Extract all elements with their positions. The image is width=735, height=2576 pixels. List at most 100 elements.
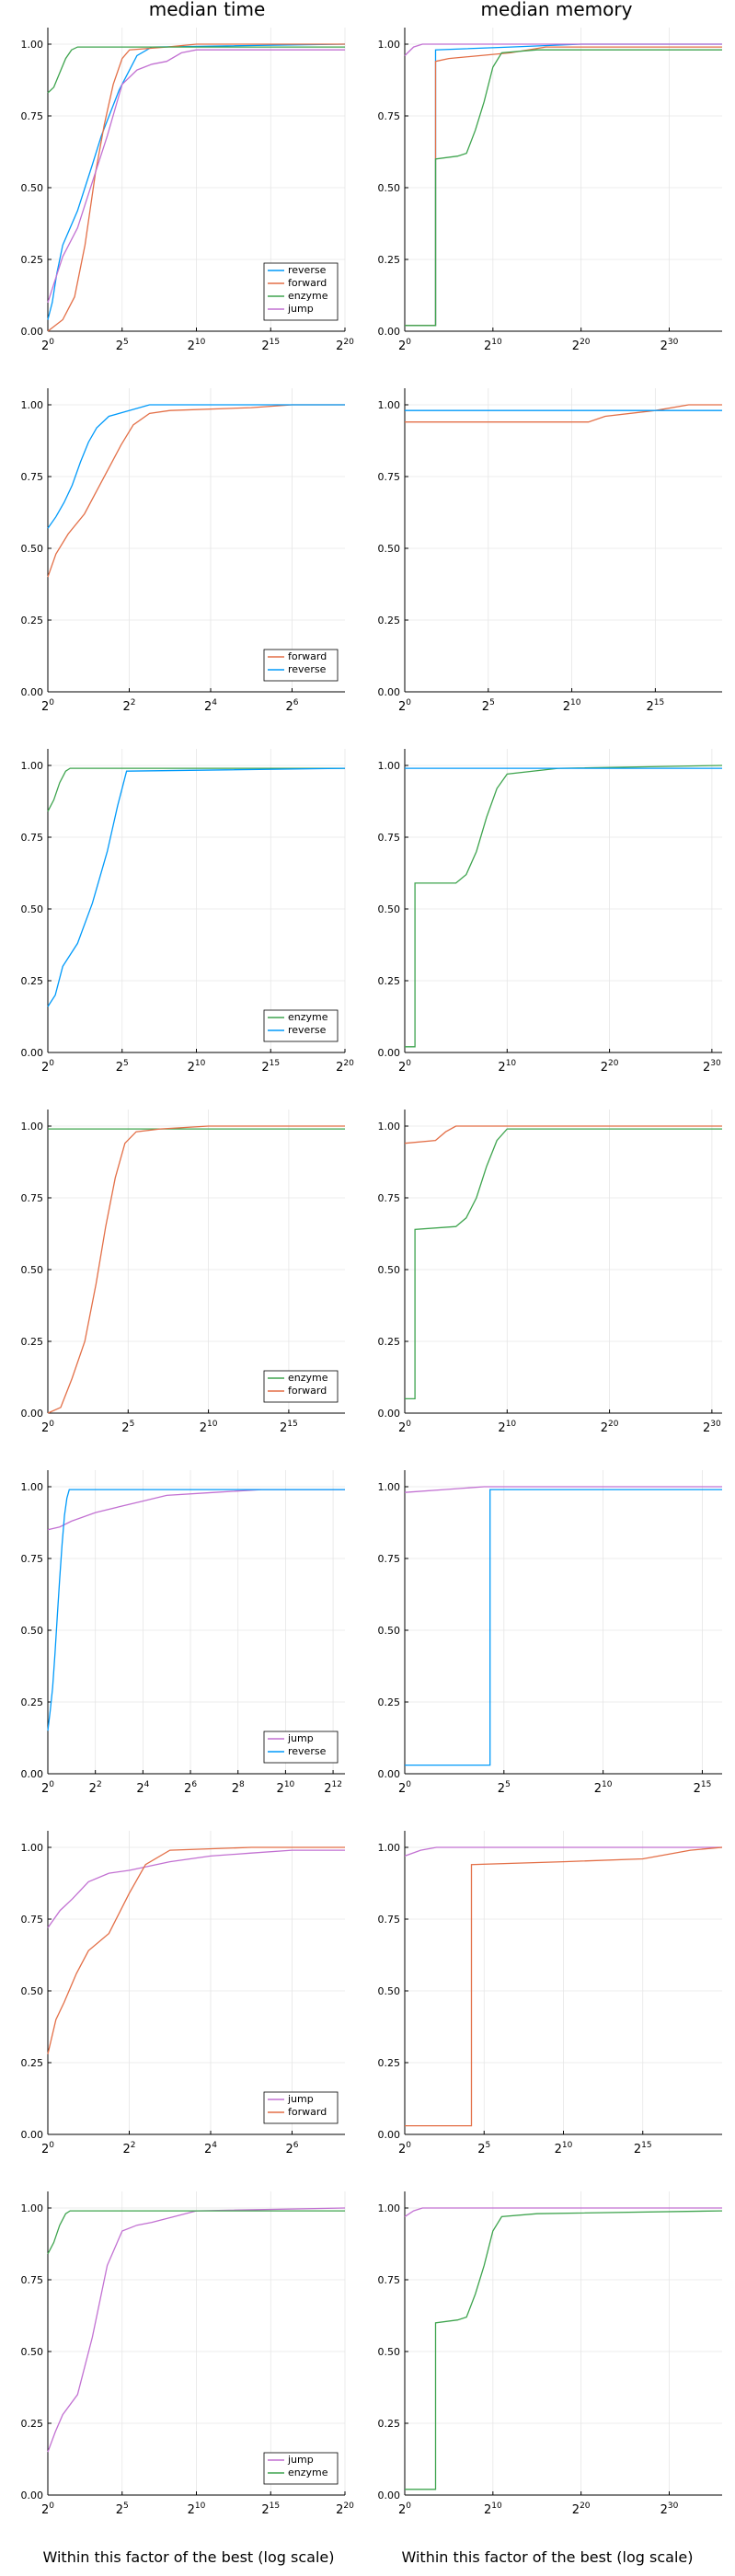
y-tick-label: 1.00: [378, 39, 401, 51]
series-line-jump: [47, 1849, 345, 1928]
y-tick-label: 0.25: [378, 975, 401, 987]
x-axis-label-time: Within this factor of the best (log scal…: [42, 2548, 335, 2566]
x-tick-label: 20: [41, 338, 54, 353]
series-line-jump: [47, 2207, 346, 2453]
x-tick-label: 24: [204, 698, 217, 714]
series-line-forward: [47, 1125, 345, 1414]
x-tick-label: 215: [280, 1420, 298, 1435]
x-tick-label: 20: [398, 1780, 411, 1796]
chart-panel-row3-memory: 0.00 0.25 0.50 0.75 1.00 20 210 220 230: [378, 749, 723, 1075]
legend-box: [263, 2452, 339, 2485]
x-tick-label: 220: [336, 338, 354, 353]
x-tick-label: 20: [41, 1780, 54, 1796]
series-line-forward: [405, 46, 722, 327]
legend-label-enzyme: enzyme: [288, 2467, 328, 2478]
y-tick-label: 0.75: [21, 1553, 44, 1565]
y-tick-label: 0.50: [378, 543, 401, 555]
y-tick-label: 0.75: [378, 832, 401, 844]
x-tick-label: 210: [188, 1059, 206, 1075]
x-tick-label: 215: [261, 1059, 280, 1075]
x-tick-label: 215: [694, 1780, 712, 1796]
x-tick-label: 20: [398, 2501, 411, 2517]
series-line-enzyme: [47, 2210, 345, 2255]
x-tick-label: 210: [555, 2141, 573, 2156]
y-tick-label: 0.25: [21, 975, 44, 987]
chart-panel-row5-memory: 0.00 0.25 0.50 0.75 1.00 20 25 210 215: [378, 1470, 722, 1796]
x-tick-label: 230: [703, 1059, 721, 1075]
chart-panel-row4-time: 0.00 0.25 0.50 0.75 1.00 20 25 210 215 enzymeforw…: [21, 1110, 345, 1435]
x-tick-label: 20: [398, 2141, 411, 2156]
y-tick-label: 1.00: [21, 2202, 44, 2214]
series-line-jump: [404, 1846, 722, 1857]
x-tick-label: 22: [89, 1780, 102, 1796]
y-tick-label: 0.50: [378, 182, 401, 194]
y-tick-label: 0.50: [21, 1985, 44, 1997]
series-line-enzyme: [47, 46, 345, 94]
y-tick-label: 0.50: [378, 1625, 401, 1637]
series-line-jump: [404, 43, 722, 56]
legend-label-reverse: reverse: [288, 264, 327, 276]
y-tick-label: 0.25: [378, 2057, 401, 2069]
chart-panel-row7-memory: 0.00 0.25 0.50 0.75 1.00 20 210 220 230: [378, 2191, 723, 2517]
x-tick-label: 24: [204, 2141, 217, 2156]
series-line-reverse: [405, 1489, 722, 1766]
series-line-enzyme: [47, 767, 345, 812]
x-tick-label: 210: [277, 1780, 295, 1796]
y-tick-label: 0.00: [21, 1408, 44, 1420]
x-tick-label: 26: [285, 698, 298, 714]
chart-panel-row7-time: 0.00 0.25 0.50 0.75 1.00 20 25 210 215 220 jumpenz…: [21, 2191, 354, 2517]
x-tick-label: 212: [324, 1780, 342, 1796]
y-tick-label: 0.25: [21, 615, 44, 627]
x-tick-label: 25: [116, 1059, 129, 1075]
series-line-jump: [404, 2207, 722, 2217]
series-line-reverse: [47, 404, 345, 529]
x-tick-label: 220: [572, 338, 591, 353]
y-tick-label: 1.00: [21, 1121, 44, 1133]
y-tick-label: 0.50: [378, 1264, 401, 1276]
x-tick-label: 20: [398, 1420, 411, 1435]
y-tick-label: 0.00: [378, 1047, 401, 1059]
y-tick-label: 0.75: [378, 1553, 401, 1565]
column-title-memory: median memory: [480, 0, 633, 20]
series-line-enzyme: [405, 1128, 722, 1400]
y-tick-label: 0.00: [21, 2490, 44, 2501]
y-tick-label: 1.00: [21, 39, 44, 51]
y-tick-label: 1.00: [378, 399, 401, 411]
y-tick-label: 1.00: [378, 1481, 401, 1493]
x-tick-label: 20: [41, 1420, 54, 1435]
y-tick-label: 0.00: [378, 2129, 401, 2141]
chart-panel-row2-memory: 0.00 0.25 0.50 0.75 1.00 20 25 210 215: [378, 388, 722, 714]
x-tick-label: 215: [634, 2141, 652, 2156]
y-tick-label: 0.75: [21, 1192, 44, 1204]
y-tick-label: 0.75: [21, 832, 44, 844]
x-tick-label: 28: [232, 1780, 245, 1796]
legend-label-jump: jump: [287, 2093, 314, 2105]
legend-label-forward: forward: [288, 277, 327, 289]
x-tick-label: 25: [116, 338, 129, 353]
x-tick-label: 20: [41, 698, 54, 714]
y-tick-label: 0.75: [21, 110, 44, 122]
legend-label-jump: jump: [287, 2454, 314, 2466]
legend-label-reverse: reverse: [288, 1024, 327, 1036]
series-line-forward: [405, 404, 722, 423]
chart-panel-row1-memory: 0.00 0.25 0.50 0.75 1.00 20 210 220 230: [378, 28, 722, 353]
series-line-forward: [404, 1125, 722, 1144]
y-tick-label: 0.50: [21, 543, 44, 555]
legend-box: [263, 262, 339, 321]
y-tick-label: 0.25: [21, 254, 44, 266]
y-tick-label: 0.75: [378, 1192, 401, 1204]
x-tick-label: 24: [136, 1780, 149, 1796]
x-tick-label: 22: [122, 2141, 135, 2156]
series-line-forward: [47, 404, 345, 578]
x-tick-label: 230: [660, 338, 679, 353]
x-tick-label: 220: [601, 1059, 619, 1075]
y-tick-label: 0.50: [21, 1625, 44, 1637]
y-tick-label: 0.00: [378, 326, 401, 338]
x-tick-label: 215: [261, 338, 280, 353]
legend-box: [263, 1370, 339, 1403]
y-tick-label: 0.25: [21, 1336, 44, 1348]
y-tick-label: 0.75: [21, 471, 44, 483]
y-tick-label: 0.75: [378, 471, 401, 483]
